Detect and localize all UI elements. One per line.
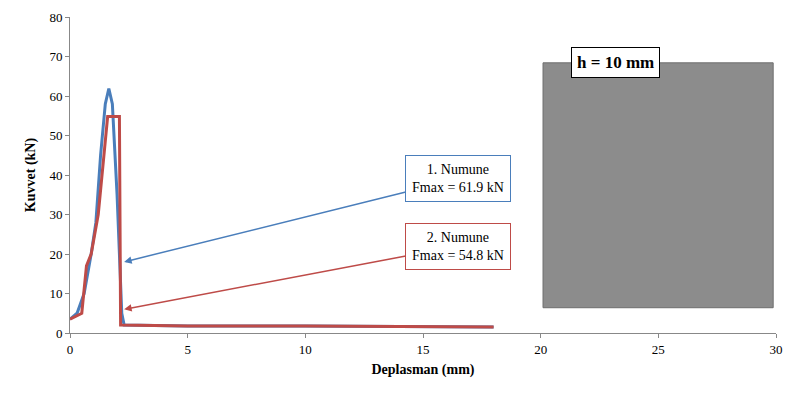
svg-text:20: 20 xyxy=(534,342,547,357)
svg-text:Deplasman (mm): Deplasman (mm) xyxy=(371,362,474,378)
svg-text:Kuvvet (kN): Kuvvet (kN) xyxy=(23,138,39,213)
svg-text:30: 30 xyxy=(49,207,62,222)
svg-text:0: 0 xyxy=(56,326,63,341)
svg-text:60: 60 xyxy=(49,89,62,104)
svg-text:15: 15 xyxy=(417,342,430,357)
svg-text:10: 10 xyxy=(49,286,62,301)
svg-text:0: 0 xyxy=(67,342,74,357)
svg-text:h = 10 mm: h = 10 mm xyxy=(577,53,654,72)
svg-text:30: 30 xyxy=(770,342,783,357)
svg-text:80: 80 xyxy=(49,10,62,25)
svg-text:5: 5 xyxy=(184,342,191,357)
svg-text:20: 20 xyxy=(49,247,62,262)
svg-text:25: 25 xyxy=(652,342,665,357)
svg-text:40: 40 xyxy=(49,168,62,183)
svg-text:2. NumuneFmax = 54.8 kN: 2. NumuneFmax = 54.8 kN xyxy=(412,230,504,263)
svg-text:1. NumuneFmax = 61.9 kN: 1. NumuneFmax = 61.9 kN xyxy=(412,162,504,195)
svg-text:10: 10 xyxy=(299,342,312,357)
svg-text:50: 50 xyxy=(49,128,62,143)
svg-text:70: 70 xyxy=(49,49,62,64)
